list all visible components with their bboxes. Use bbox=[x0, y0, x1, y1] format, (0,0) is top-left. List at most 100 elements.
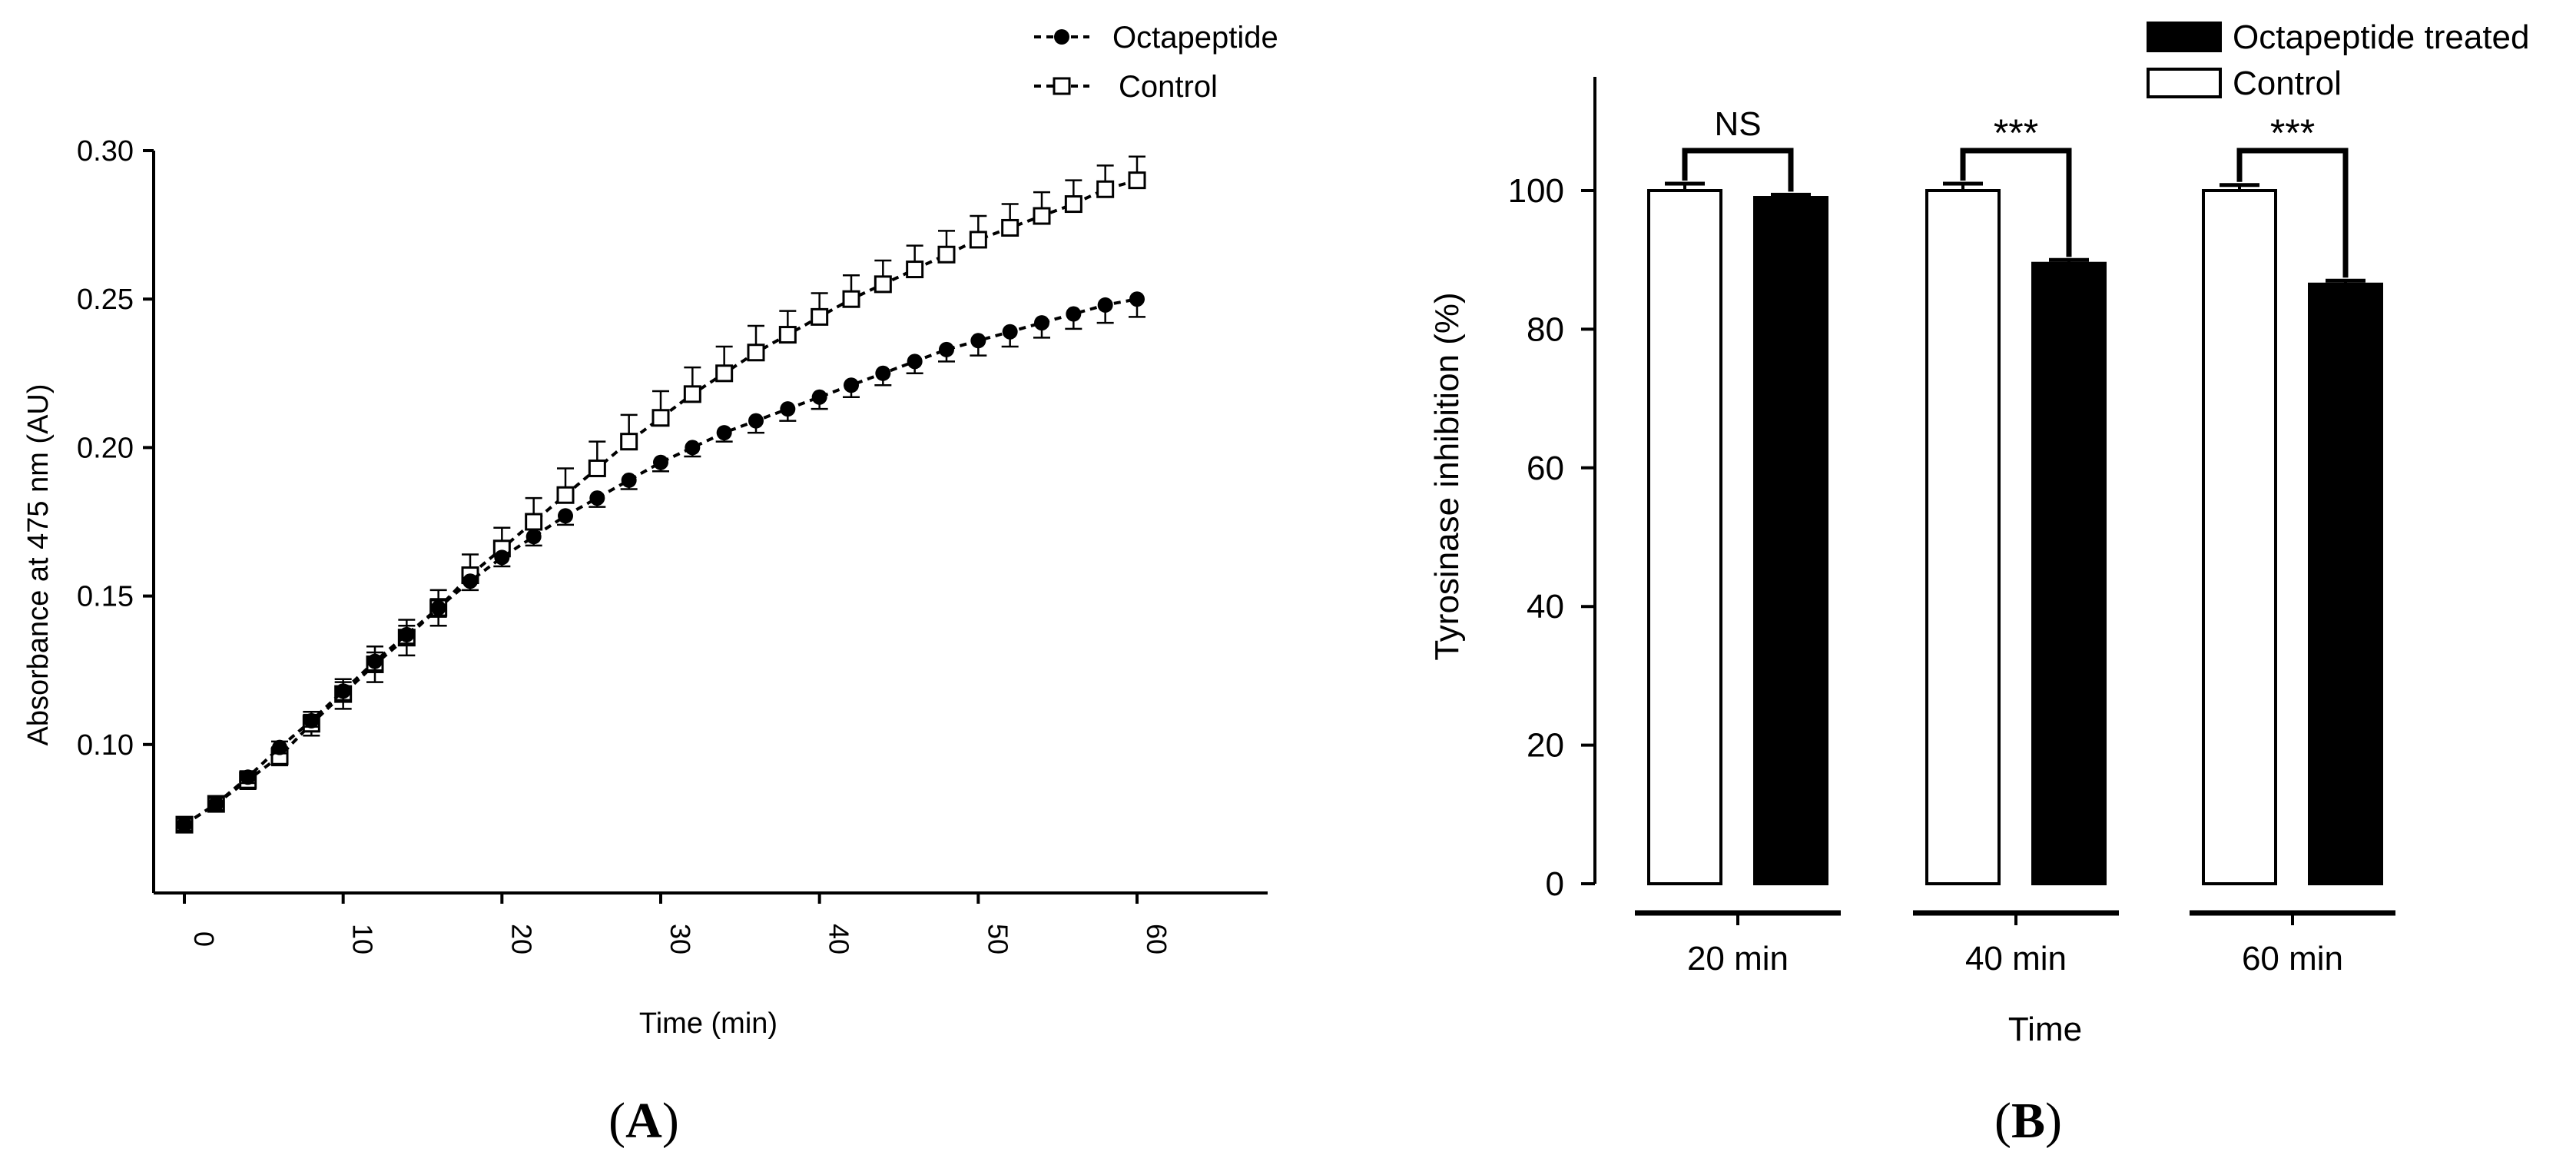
legend-swatch bbox=[2147, 68, 2222, 98]
bar-octapeptide-treated bbox=[2031, 261, 2107, 885]
panel-a-point bbox=[272, 739, 287, 755]
panel-a-point bbox=[937, 245, 956, 264]
significance-label: *** bbox=[1994, 111, 2038, 154]
panel-a-point bbox=[939, 341, 954, 357]
panel-a-point bbox=[651, 409, 670, 427]
panel-a-y-tick-label: 0.30 bbox=[77, 135, 134, 168]
panel-a-point bbox=[621, 472, 637, 488]
panel-b-y-axis-title: Tyrosinase inhibition (%) bbox=[1428, 292, 1466, 660]
category-label: 40 min bbox=[1965, 940, 2067, 978]
significance-label: NS bbox=[1714, 105, 1761, 143]
panel-b-legend-label: Control bbox=[2233, 65, 2342, 102]
panel-a-point bbox=[811, 389, 827, 405]
panel-a-x-tick-label: 50 bbox=[982, 924, 1013, 954]
panel-a-y-tick-label: 0.10 bbox=[77, 729, 134, 762]
panel-b-y-tick-label: 0 bbox=[1546, 865, 1564, 903]
panel-label-letter: A bbox=[625, 1093, 662, 1149]
bar-group-20-min: NS 20 min bbox=[1635, 105, 1841, 978]
panel-a-point bbox=[748, 413, 764, 429]
panel-a-point bbox=[1066, 306, 1082, 322]
panel-a-point bbox=[653, 454, 668, 470]
panel-a-y-tick-label: 0.25 bbox=[77, 284, 134, 316]
panel-a-legend: Octapeptide Control bbox=[1034, 21, 1278, 104]
panel-a-point bbox=[811, 307, 829, 326]
category-label: 60 min bbox=[2242, 940, 2343, 978]
panel-a-series-line bbox=[183, 178, 1138, 826]
panel-a-point bbox=[842, 290, 860, 308]
panel-a-point bbox=[1001, 218, 1019, 237]
panel-a-point bbox=[589, 490, 605, 506]
panel-a-point bbox=[588, 459, 606, 477]
panel-a-point bbox=[906, 261, 924, 279]
panel-a-point bbox=[208, 796, 224, 812]
panel-a-point bbox=[683, 385, 701, 403]
panel-a-point bbox=[716, 425, 732, 441]
panel-a-chart: 0.10 0.15 0.20 0.25 0.30 0 10 20 30 40 50 60 Time (m… bbox=[22, 21, 1278, 1040]
bar-octapeptide-treated bbox=[1753, 196, 1828, 885]
panel-a-point bbox=[1033, 207, 1051, 225]
panel-a-point bbox=[240, 769, 256, 785]
panel-b-chart: 0 20 40 60 80 100 Tyrosinase inhibition (%) NS 2… bbox=[1428, 18, 2529, 1048]
panel-a-y-tick-label: 0.20 bbox=[77, 432, 134, 464]
panel-b-y-tick-label: 40 bbox=[1527, 588, 1564, 626]
significance-bracket bbox=[1960, 148, 2072, 257]
panel-b-legend: Octapeptide treated Control bbox=[2147, 18, 2529, 102]
panel-a-point bbox=[685, 440, 701, 456]
series-control bbox=[175, 155, 1146, 834]
panel-a-legend-label: Octapeptide bbox=[1112, 21, 1278, 55]
panel-a-point bbox=[780, 401, 796, 417]
panel-b-x-axis-title: Time bbox=[2008, 1011, 2082, 1048]
panel-a-point bbox=[1097, 297, 1113, 313]
panel-a-x-tick-label: 10 bbox=[347, 924, 379, 954]
panel-a-point bbox=[747, 344, 765, 362]
legend-marker-square bbox=[1053, 77, 1071, 95]
panel-a-point bbox=[558, 508, 573, 524]
panel-a-point bbox=[556, 486, 575, 504]
panel-label-letter: B bbox=[2011, 1093, 2045, 1149]
panel-a-point bbox=[715, 364, 734, 383]
panel-a-point bbox=[177, 817, 192, 833]
panel-a-point bbox=[430, 600, 446, 616]
significance-bracket bbox=[2236, 148, 2349, 278]
significance-bracket bbox=[1682, 148, 1794, 192]
panel-b-y-tick-label: 80 bbox=[1527, 310, 1564, 348]
panel-a-point bbox=[969, 231, 987, 249]
panel-a-point bbox=[875, 365, 891, 381]
panel-a-point bbox=[874, 275, 892, 294]
bar-group-60-min: *** 60 min bbox=[2190, 111, 2395, 978]
panel-b-y-tick-label: 100 bbox=[1508, 172, 1564, 210]
panel-a-point bbox=[970, 333, 986, 349]
panel-a-point bbox=[844, 377, 859, 393]
panel-a-point bbox=[525, 513, 543, 531]
panel-a-point bbox=[1096, 180, 1115, 198]
panel-a-point bbox=[494, 549, 510, 566]
panel-label: (A) bbox=[608, 1093, 679, 1149]
panel-a-point bbox=[1034, 315, 1049, 331]
legend-swatch bbox=[2147, 22, 2222, 52]
panel-a-legend-label: Control bbox=[1119, 70, 1218, 104]
panel-a-point bbox=[620, 433, 638, 451]
panel-a-point bbox=[462, 573, 478, 589]
panel-a-point bbox=[335, 683, 351, 699]
panel-a-point bbox=[525, 529, 542, 545]
panel-a-point bbox=[1064, 195, 1082, 214]
panel-a-point bbox=[1129, 291, 1145, 307]
panel-a-x-tick-label: 60 bbox=[1141, 924, 1172, 954]
panel-a-x-tick-label: 0 bbox=[188, 931, 220, 947]
bar-group-40-min: *** 40 min bbox=[1913, 111, 2119, 978]
legend-marker-circle bbox=[1054, 29, 1069, 45]
panel-a-x-tick-label: 20 bbox=[506, 924, 537, 954]
panel-a-y-tick-label: 0.15 bbox=[77, 581, 134, 613]
panel-a-x-tick-label: 30 bbox=[665, 924, 696, 954]
panel-a-point bbox=[1128, 171, 1146, 190]
significance-label: *** bbox=[2270, 111, 2315, 154]
category-label: 20 min bbox=[1687, 940, 1789, 978]
bar-control bbox=[1647, 189, 1722, 885]
panel-a-x-axis-title: Time (min) bbox=[639, 1007, 777, 1040]
panel-a-point bbox=[907, 353, 923, 370]
panel-label: (B) bbox=[1994, 1093, 2062, 1149]
panel-a-point bbox=[367, 653, 383, 669]
panel-b-y-tick-label: 20 bbox=[1527, 727, 1564, 765]
panel-a-point bbox=[399, 626, 415, 642]
